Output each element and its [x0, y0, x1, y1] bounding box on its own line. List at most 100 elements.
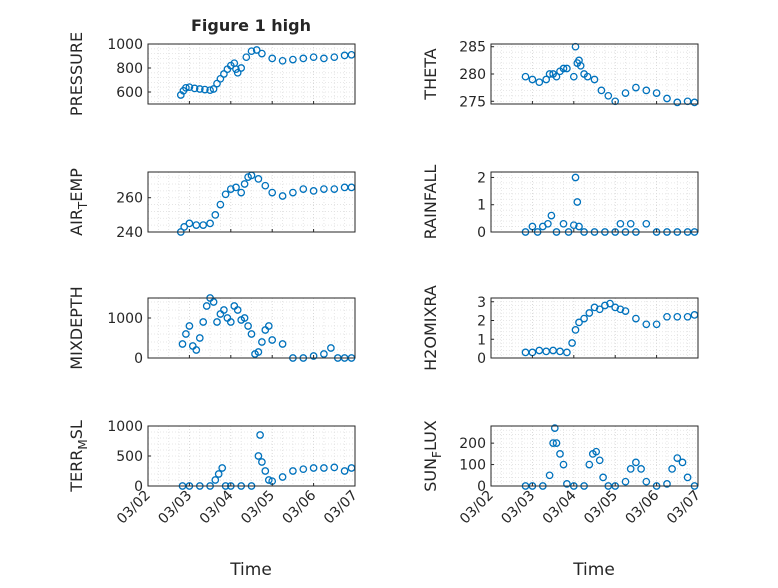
- data-point: [606, 299, 614, 308]
- y-tick-label: 0: [477, 351, 486, 367]
- data-point: [258, 458, 266, 466]
- data-point: [330, 185, 339, 193]
- data-point: [247, 47, 256, 56]
- data-point: [278, 192, 287, 200]
- data-point: [683, 312, 692, 321]
- data-point: [216, 200, 225, 209]
- data-point: [604, 91, 613, 100]
- data-point: [585, 309, 594, 317]
- y-axis-label: H2OMIXRA: [421, 285, 440, 371]
- data-point: [571, 173, 580, 182]
- data-point: [320, 464, 328, 472]
- data-point: [202, 302, 211, 310]
- subplot-pressure: 600 800 1000 PRESSURE: [67, 32, 356, 116]
- data-point: [563, 348, 571, 357]
- data-point: [240, 180, 249, 188]
- y-tick-label: 100: [459, 458, 486, 474]
- data-point: [556, 450, 564, 458]
- data-point: [580, 314, 588, 323]
- data-point: [240, 314, 249, 322]
- data-point: [252, 46, 261, 54]
- data-point: [180, 223, 189, 231]
- data-point: [247, 330, 256, 338]
- data-point: [652, 89, 661, 97]
- data-point: [563, 64, 571, 73]
- y-axis-label: MIXDEPTH: [67, 286, 86, 369]
- data-point: [552, 72, 561, 81]
- y-tick-label: 1000: [107, 419, 143, 435]
- data-point: [209, 85, 218, 93]
- data-point: [597, 86, 606, 95]
- x-tick-label: 03/05: [581, 488, 621, 528]
- data-point: [642, 320, 651, 329]
- data-point: [632, 83, 640, 92]
- data-point: [218, 464, 227, 472]
- data-point: [595, 456, 604, 465]
- data-point: [182, 330, 190, 338]
- data-point: [258, 338, 266, 346]
- data-point: [545, 471, 554, 480]
- data-point: [642, 86, 651, 95]
- data-point: [642, 477, 651, 486]
- x-tick-label: 03/05: [238, 488, 278, 528]
- data-point: [226, 318, 235, 326]
- data-point: [547, 211, 556, 220]
- data-point: [569, 72, 578, 81]
- data-point: [320, 185, 328, 193]
- data-point: [289, 467, 297, 475]
- data-point: [626, 465, 635, 473]
- data-point: [599, 473, 607, 482]
- y-tick-label: 1000: [107, 37, 143, 53]
- y-tick-label: 800: [116, 61, 143, 77]
- data-point: [327, 344, 335, 352]
- data-point: [542, 75, 551, 84]
- data-point: [209, 298, 218, 306]
- data-point: [309, 187, 318, 195]
- data-point: [320, 54, 328, 63]
- data-point: [190, 84, 199, 93]
- data-point: [278, 340, 287, 348]
- data-point: [563, 480, 571, 488]
- data-point: [673, 454, 682, 462]
- data-point: [330, 53, 339, 62]
- data-point: [254, 348, 263, 356]
- x-tick-label: 03/03: [155, 488, 195, 528]
- data-point: [590, 75, 599, 84]
- data-point: [621, 477, 630, 486]
- data-point: [233, 306, 242, 314]
- axes-frame: [147, 171, 356, 233]
- data-point: [626, 219, 635, 228]
- data-point: [261, 181, 270, 190]
- x-tick-label: 03/07: [321, 488, 361, 528]
- y-tick-label: 200: [459, 436, 486, 452]
- data-point: [268, 54, 277, 63]
- subplot-mixdepth: 0 1000 MIXDEPTH: [67, 286, 356, 370]
- y-tick-label: 600: [116, 85, 143, 101]
- data-point: [201, 85, 209, 94]
- data-point: [576, 61, 585, 70]
- y-axis-label: SUNFLUX: [421, 420, 444, 492]
- y-axis-label: THETA: [421, 48, 440, 100]
- data-point: [264, 476, 273, 484]
- data-point: [264, 322, 273, 330]
- data-point: [683, 473, 692, 482]
- data-point: [652, 320, 661, 329]
- data-point: [616, 219, 625, 228]
- data-point: [585, 460, 594, 469]
- y-tick-label: 0: [477, 479, 486, 495]
- y-tick-label: 2: [477, 170, 486, 186]
- data-point: [299, 185, 308, 193]
- y-axis-label: TERRMSL: [67, 420, 90, 493]
- data-point: [559, 219, 568, 228]
- data-point: [211, 211, 220, 219]
- y-axis-label: PRESSURE: [67, 32, 86, 116]
- data-point: [320, 350, 328, 358]
- data-point: [289, 55, 297, 64]
- data-point: [559, 460, 568, 469]
- data-point: [544, 219, 552, 228]
- data-point: [206, 86, 214, 95]
- data-point: [214, 470, 223, 478]
